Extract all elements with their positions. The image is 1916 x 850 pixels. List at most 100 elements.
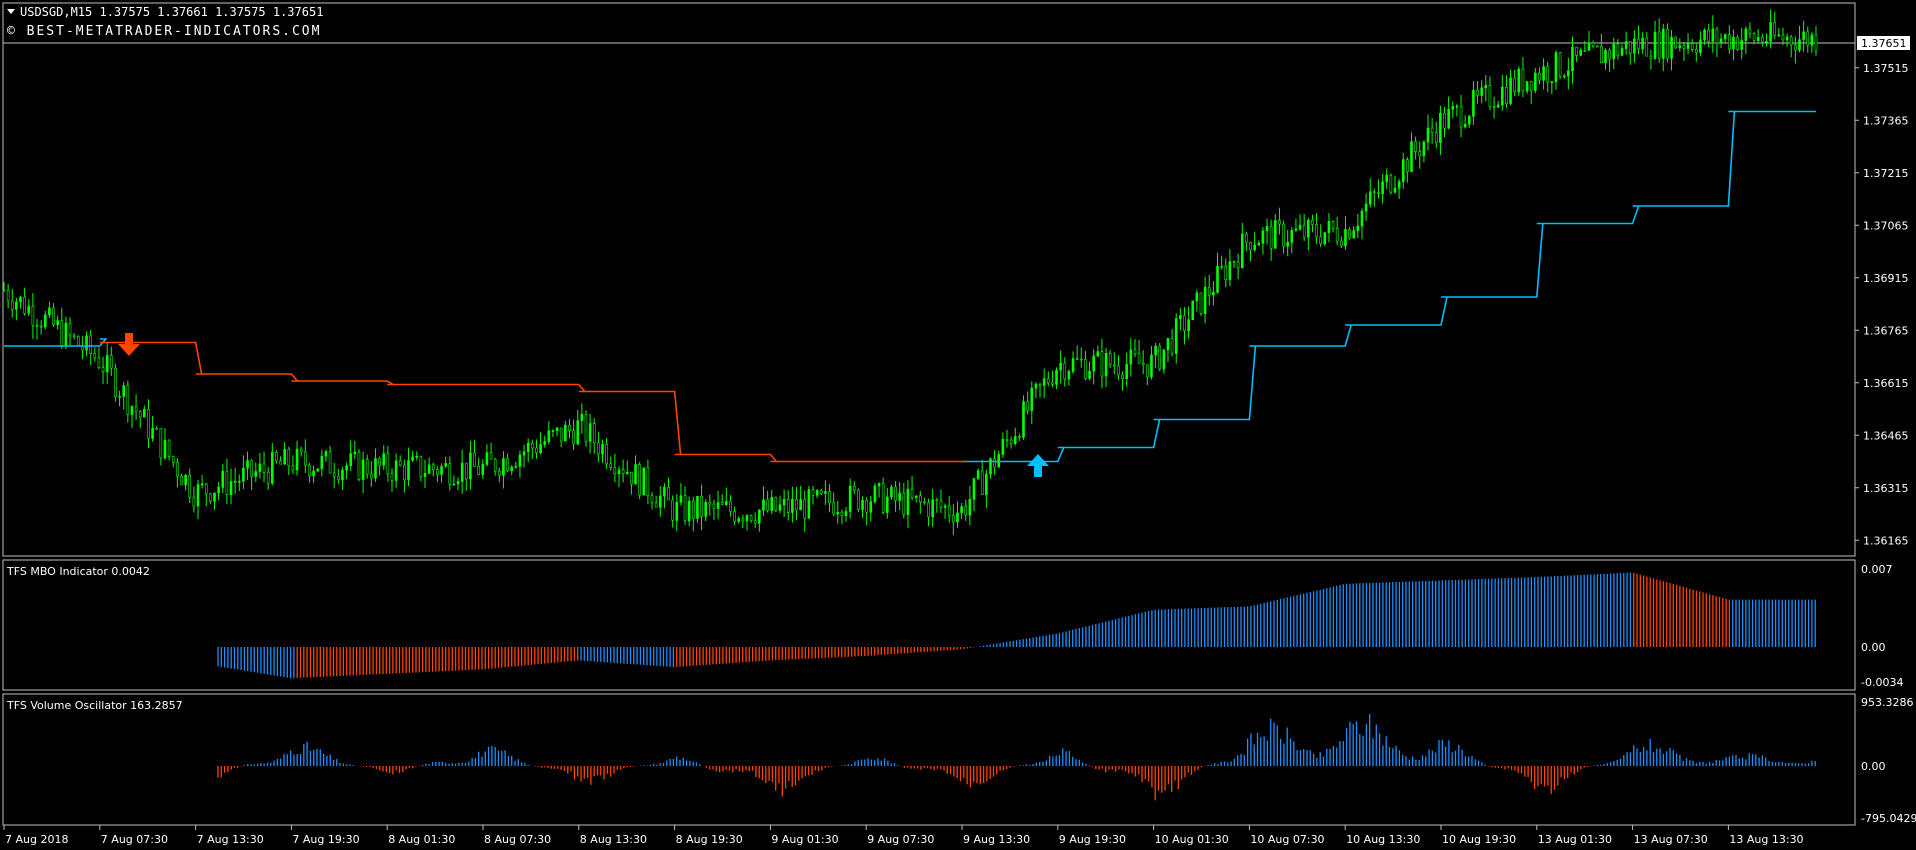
candle-body (469, 452, 472, 480)
candle-body (291, 465, 295, 471)
candle-body (64, 322, 68, 346)
candle-body (1113, 364, 1116, 367)
price-tick-label: 1.37065 (1863, 219, 1909, 232)
candle-body (1071, 358, 1075, 372)
candle-body (15, 301, 18, 310)
candle-body (1290, 230, 1294, 243)
candle-body (1253, 244, 1256, 251)
candle-body (1810, 34, 1814, 46)
candle-body (357, 451, 361, 480)
candle-body (221, 470, 225, 488)
candle-body (1707, 29, 1710, 42)
candle-body (398, 460, 402, 466)
candle-body (1571, 46, 1574, 72)
candle-body (1546, 66, 1550, 83)
candle-body (374, 458, 377, 479)
candle-body (1174, 318, 1178, 354)
candle-body (1542, 66, 1545, 81)
candle-body (1595, 45, 1599, 48)
candle-body (1038, 383, 1042, 386)
candle-body (683, 495, 687, 522)
candle-body (621, 469, 625, 474)
candle-body (1088, 370, 1091, 379)
candle-body (1484, 85, 1488, 89)
candle-body (1055, 369, 1058, 385)
candle-body (200, 483, 204, 486)
candle-body (1604, 50, 1607, 64)
candle-body (411, 456, 414, 461)
time-tick-label: 13 Aug 01:30 (1538, 833, 1612, 846)
candle-body (1199, 292, 1203, 314)
candle-body (485, 452, 489, 465)
candle-body (605, 444, 608, 465)
candle-body (1670, 36, 1673, 59)
candle-body (242, 467, 245, 482)
candle-body (1521, 68, 1525, 92)
candle-body (1488, 85, 1492, 108)
candle-body (1001, 439, 1005, 455)
candle-body (1765, 41, 1768, 43)
candle-body (250, 460, 253, 477)
candle-body (613, 467, 617, 475)
candle-body (52, 307, 55, 326)
time-tick-label: 7 Aug 13:30 (197, 833, 264, 846)
candle-body (85, 335, 88, 351)
candle-body (634, 464, 637, 485)
candle-body (415, 455, 419, 458)
candle-body (885, 496, 889, 513)
candle-body (1666, 28, 1669, 59)
candle-body (638, 464, 641, 496)
candle-body (1434, 132, 1438, 143)
candle-body (1430, 127, 1434, 133)
price-tick-label: 1.37515 (1863, 62, 1909, 75)
candle-body (518, 454, 522, 467)
candle-body (138, 411, 142, 418)
candle-body (89, 335, 92, 354)
time-tick-label: 10 Aug 13:30 (1346, 833, 1420, 846)
candle-body (1517, 68, 1521, 93)
candle-body (881, 483, 885, 513)
candle-body (1719, 38, 1723, 44)
candle-body (1377, 192, 1380, 195)
candle-body (1736, 36, 1739, 50)
candle-body (1715, 28, 1719, 44)
price-tick-label: 1.36165 (1863, 534, 1909, 547)
candle-body (1018, 436, 1021, 438)
candle-body (101, 367, 105, 373)
mbo-tick-top: 0.007 (1861, 563, 1893, 576)
price-tick-label: 1.36465 (1863, 429, 1909, 442)
candle-body (1567, 70, 1570, 77)
candle-body (1690, 43, 1694, 50)
candle-body (1393, 187, 1397, 193)
candle-body (791, 499, 794, 513)
candle-body (725, 501, 728, 505)
candle-body (31, 305, 35, 326)
candle-body (1228, 261, 1232, 281)
candle-body (857, 489, 860, 510)
candle-body (431, 464, 435, 470)
candle-body (663, 487, 666, 497)
candle-body (1344, 229, 1347, 247)
time-tick-label: 8 Aug 19:30 (676, 833, 743, 846)
vol-tick-top: 953.3286 (1861, 696, 1914, 709)
price-tick-label: 1.36315 (1863, 482, 1909, 495)
candle-body (799, 499, 802, 511)
price-panel-frame (2, 2, 1856, 557)
candle-body (1273, 220, 1277, 249)
candle-body (1674, 36, 1677, 49)
candle-body (1302, 224, 1306, 238)
candle-body (1084, 359, 1087, 379)
candle-body (753, 520, 757, 524)
candle-body (1505, 86, 1508, 104)
candle-body (828, 491, 831, 504)
candle-body (1067, 371, 1071, 380)
candle-body (1472, 89, 1475, 117)
candle-body (1075, 358, 1079, 360)
candle-body (770, 497, 774, 511)
candle-body (134, 406, 138, 413)
symbol-dropdown-icon[interactable] (7, 9, 15, 14)
candle-body (642, 467, 646, 496)
price-tick-label: 1.36765 (1863, 324, 1909, 337)
candle-body (1327, 221, 1331, 233)
candle-body (473, 452, 476, 467)
